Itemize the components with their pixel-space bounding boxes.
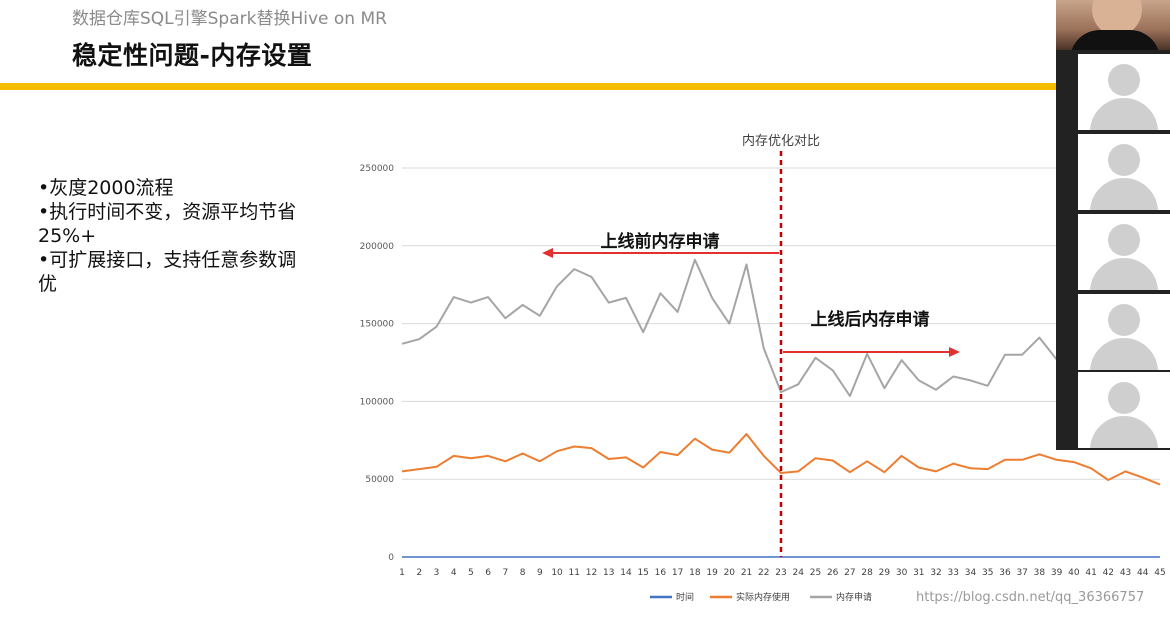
x-tick-label: 19 (706, 568, 718, 578)
before-label: 上线前内存申请 (601, 231, 720, 252)
x-tick-label: 20 (724, 568, 736, 578)
legend-label: 内存申请 (836, 591, 872, 603)
x-tick-label: 31 (913, 568, 924, 578)
y-tick-label: 200000 (360, 242, 395, 252)
person-icon-body (1090, 258, 1158, 290)
person-icon-body (1090, 98, 1158, 130)
x-tick-label: 10 (551, 568, 563, 578)
participant-tile[interactable] (1078, 54, 1170, 130)
x-tick-label: 12 (586, 568, 597, 578)
x-tick-label: 6 (485, 568, 491, 578)
x-tick-label: 8 (520, 568, 526, 578)
x-tick-label: 36 (999, 568, 1011, 578)
participant-tile[interactable] (1078, 214, 1170, 290)
bullet-item: 优 (38, 273, 58, 295)
after-label: 上线后内存申请 (811, 309, 930, 330)
x-tick-label: 13 (603, 568, 614, 578)
x-tick-label: 17 (672, 568, 683, 578)
person-icon-body (1090, 338, 1158, 370)
x-tick-label: 32 (930, 568, 941, 578)
x-tick-label: 45 (1154, 568, 1165, 578)
x-tick-label: 40 (1068, 568, 1080, 578)
x-tick-label: 18 (689, 568, 701, 578)
x-tick-label: 30 (896, 568, 908, 578)
watermark-url: https://blog.csdn.net/qq_36366757 (916, 590, 1145, 605)
person-icon-body (1090, 178, 1158, 210)
x-tick-label: 38 (1034, 568, 1046, 578)
slide-subtitle: 数据仓库SQL引擎Spark替换Hive on MR (72, 9, 387, 29)
participant-tile[interactable] (1078, 294, 1170, 370)
speaker-video (1056, 0, 1170, 50)
y-tick-label: 250000 (360, 164, 395, 174)
x-tick-label: 5 (468, 568, 474, 578)
x-tick-label: 22 (758, 568, 769, 578)
person-icon-body (1090, 416, 1158, 448)
y-tick-label: 0 (388, 553, 394, 563)
x-tick-label: 1 (399, 568, 405, 578)
x-tick-label: 11 (569, 568, 580, 578)
bullet-list: •灰度2000流程 •执行时间不变，资源平均节省 25%+ •可扩展接口，支持任… (38, 176, 348, 296)
person-icon (1108, 144, 1140, 176)
x-tick-label: 27 (844, 568, 855, 578)
y-tick-label: 50000 (365, 475, 394, 485)
x-tick-label: 28 (861, 568, 873, 578)
series-line (401, 258, 1058, 397)
bullet-item: •执行时间不变，资源平均节省 (38, 201, 297, 223)
x-tick-label: 24 (793, 568, 805, 578)
x-tick-label: 39 (1051, 568, 1063, 578)
y-tick-label: 100000 (360, 397, 395, 407)
y-tick-label: 150000 (360, 320, 395, 330)
x-tick-label: 14 (620, 568, 632, 578)
bullet-item: •可扩展接口，支持任意参数调 (38, 249, 297, 271)
series-line (401, 433, 1161, 486)
video-participants-panel (1056, 0, 1170, 450)
x-tick-label: 16 (655, 568, 667, 578)
title-accent-bar (0, 83, 1058, 90)
person-icon (1108, 64, 1140, 96)
speaker-body (1070, 30, 1160, 50)
bullet-item: •灰度2000流程 (38, 177, 174, 199)
x-tick-label: 9 (537, 568, 543, 578)
before-arrow-head (542, 248, 553, 258)
chart-title: 内存优化对比 (742, 133, 820, 149)
participant-tile[interactable] (1078, 134, 1170, 210)
person-icon (1108, 382, 1140, 414)
x-tick-label: 7 (502, 568, 508, 578)
x-tick-label: 35 (982, 568, 993, 578)
person-icon (1108, 304, 1140, 336)
legend-label: 实际内存使用 (736, 591, 790, 603)
x-tick-label: 23 (775, 568, 786, 578)
x-tick-label: 2 (416, 568, 422, 578)
bullet-item: 25%+ (38, 225, 97, 247)
x-tick-label: 25 (810, 568, 821, 578)
person-icon (1108, 224, 1140, 256)
x-tick-label: 26 (827, 568, 839, 578)
x-tick-label: 44 (1137, 568, 1149, 578)
x-tick-label: 43 (1120, 568, 1131, 578)
x-tick-label: 42 (1103, 568, 1114, 578)
x-tick-label: 3 (434, 568, 440, 578)
x-tick-label: 4 (451, 568, 457, 578)
slide-title: 稳定性问题-内存设置 (72, 41, 313, 70)
x-tick-label: 33 (948, 568, 959, 578)
legend-label: 时间 (676, 591, 694, 603)
x-tick-label: 34 (965, 568, 977, 578)
x-tick-label: 21 (741, 568, 752, 578)
x-tick-label: 29 (879, 568, 891, 578)
x-tick-label: 37 (1016, 568, 1027, 578)
x-tick-label: 15 (637, 568, 648, 578)
participant-tile[interactable] (1078, 372, 1170, 448)
after-arrow-head (949, 347, 960, 357)
x-tick-label: 41 (1085, 568, 1096, 578)
